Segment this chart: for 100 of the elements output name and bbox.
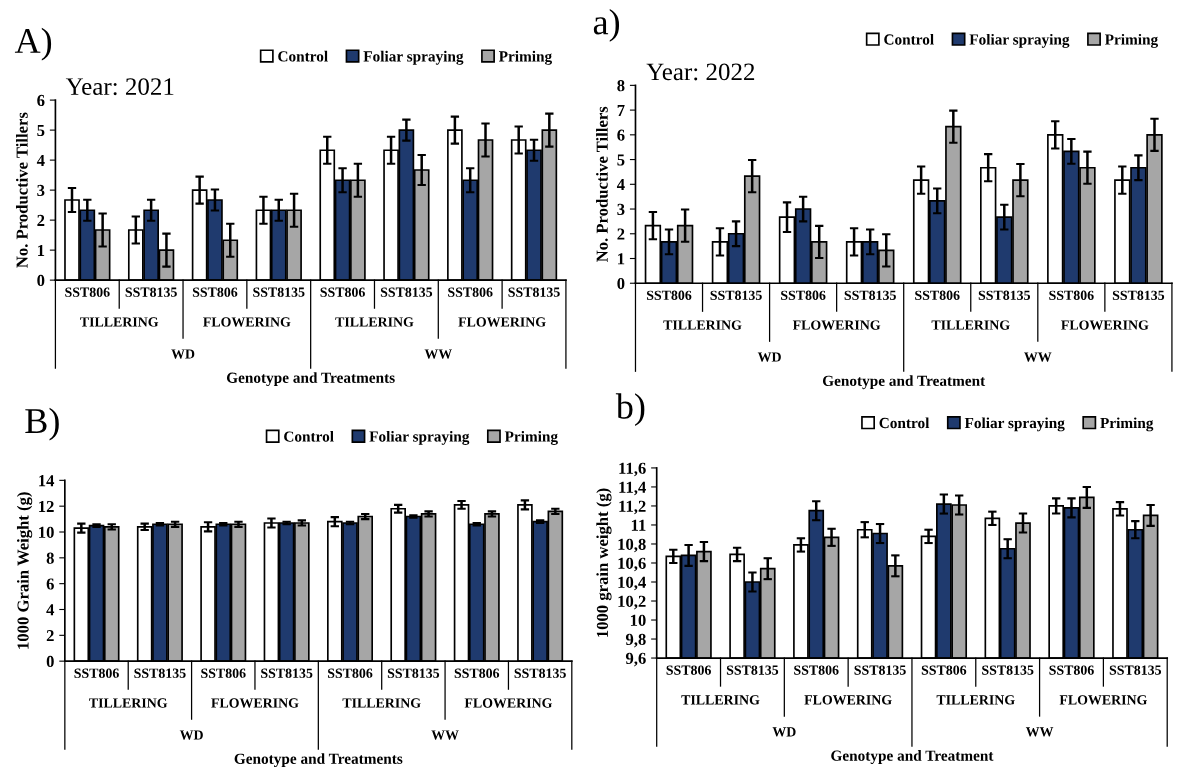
y-tick-label: 11,6 xyxy=(619,462,646,477)
y-tick-label: 7 xyxy=(617,104,625,116)
x-tick-label: SST8135 xyxy=(978,290,1031,300)
legend-label: Foliar spraying xyxy=(363,50,464,65)
x-tick-label: SST806 xyxy=(921,665,967,675)
x-tick-label: SST8135 xyxy=(134,668,186,678)
x-tick-label: SST8135 xyxy=(508,287,560,297)
y-tick-label: 8 xyxy=(46,552,54,564)
y-tick-label: 10,6 xyxy=(618,557,646,572)
x-tick-label: SST806 xyxy=(65,287,110,297)
legend-label: Priming xyxy=(504,430,558,445)
chart-title: b) xyxy=(615,393,645,427)
y-tick-label: 1 xyxy=(38,244,45,256)
x-tick-label: SST8135 xyxy=(844,290,896,300)
y-tick-label: 11,2 xyxy=(619,500,646,515)
x-axis-title: Genotype and Treatments xyxy=(234,753,403,768)
text: WD xyxy=(757,352,781,362)
text: FLOWERING xyxy=(804,695,892,705)
text: WD xyxy=(772,727,796,737)
x-axis-title: Genotype and Treatment xyxy=(822,375,986,390)
chart-subtitle: Year: 2022 xyxy=(646,63,755,81)
x-tick-label: SST8135 xyxy=(854,665,906,675)
y-tick-label: 4 xyxy=(36,154,45,166)
text: TILLERING xyxy=(931,320,1010,330)
text: WW xyxy=(1025,727,1054,737)
chart-title: a) xyxy=(593,9,620,42)
x-tick-label: SST8135 xyxy=(982,665,1034,675)
y-tick-label: 6 xyxy=(37,94,45,107)
x-tick-label: SST806 xyxy=(320,287,365,297)
x-axis-title: Genotype and Treatment xyxy=(831,750,994,764)
y-axis-title: No. Productive Tillers xyxy=(596,106,608,262)
text: FLOWERING xyxy=(464,698,553,708)
x-tick-label: SST806 xyxy=(201,668,246,678)
text: WW xyxy=(424,349,452,359)
x-tick-label: SST806 xyxy=(666,665,711,675)
y-tick-label: 9,6 xyxy=(625,652,646,667)
text: WD xyxy=(179,730,203,740)
y-tick-label: 3 xyxy=(37,184,45,197)
x-tick-label: SST8135 xyxy=(380,287,433,297)
y-tick-label: 9,8 xyxy=(625,633,646,648)
x-tick-label: SST8135 xyxy=(710,290,762,300)
chart-subtitle: Year: 2021 xyxy=(65,78,174,96)
y-tick-label: 0 xyxy=(617,277,625,290)
x-tick-label: SST806 xyxy=(1049,290,1094,300)
text: TILLERING xyxy=(342,698,421,708)
y-tick-label: 2 xyxy=(617,228,625,240)
y-tick-label: 10,8 xyxy=(618,538,646,553)
x-tick-label: SST8135 xyxy=(726,665,779,675)
x-tick-label: SST806 xyxy=(794,665,839,675)
text: FLOWERING xyxy=(1059,695,1147,705)
y-tick-label: 2 xyxy=(37,214,45,226)
y-tick-label: 0 xyxy=(37,274,45,287)
legend-label: Control xyxy=(879,417,930,429)
chart-title: B) xyxy=(25,407,59,441)
text: FLOWERING xyxy=(792,320,881,330)
y-tick-label: 10,4 xyxy=(618,576,646,591)
y-tick-label: 11,4 xyxy=(619,481,646,496)
legend-label: Control xyxy=(884,33,934,45)
legend-label: Priming xyxy=(1104,33,1159,48)
text: WW xyxy=(431,730,459,740)
x-tick-label: SST806 xyxy=(74,668,119,678)
x-tick-label: SST806 xyxy=(448,287,493,297)
text: TILLERING xyxy=(936,695,1015,705)
legend-label: Control xyxy=(284,430,334,442)
text: FLOWERING xyxy=(203,317,291,327)
x-tick-label: SST806 xyxy=(646,290,692,300)
legend-label: Priming xyxy=(498,50,553,65)
chart-title: A) xyxy=(14,27,52,61)
x-tick-label: SST8135 xyxy=(514,668,566,678)
x-tick-label: SST806 xyxy=(327,668,373,678)
y-axis-title: 1000 Grain Weight (g) xyxy=(16,492,33,649)
x-tick-label: SST806 xyxy=(781,290,826,300)
y-tick-label: 10 xyxy=(39,526,54,538)
y-tick-label: 1 xyxy=(618,253,625,265)
text: TILLERING xyxy=(80,317,159,327)
legend-label: Foliar spraying xyxy=(369,430,470,445)
x-tick-label: SST8135 xyxy=(1112,290,1165,300)
text: FLOWERING xyxy=(211,698,299,708)
legend-label: Foliar spraying xyxy=(964,417,1065,432)
text: WW xyxy=(1024,352,1052,362)
text: TILLERING xyxy=(335,317,414,327)
text: TILLERING xyxy=(89,698,168,708)
x-tick-label: SST806 xyxy=(915,290,960,300)
y-tick-label: 4 xyxy=(46,604,55,616)
y-tick-label: 11 xyxy=(631,519,646,531)
y-tick-label: 5 xyxy=(617,154,625,166)
y-tick-label: 6 xyxy=(46,578,54,590)
y-tick-label: 10 xyxy=(630,614,646,626)
y-axis-title: 1000 grain weight (g) xyxy=(596,488,612,637)
y-tick-label: 4 xyxy=(616,179,625,191)
x-tick-label: SST8135 xyxy=(125,287,177,297)
text: FLOWERING xyxy=(1061,320,1149,330)
text: WD xyxy=(171,349,195,359)
y-tick-label: 0 xyxy=(46,655,54,668)
y-tick-label: 8 xyxy=(617,80,625,92)
x-axis-title: Genotype and Treatments xyxy=(226,372,395,387)
x-tick-label: SST806 xyxy=(192,287,238,297)
legend-label: Priming xyxy=(1100,417,1154,432)
y-axis-title: No. Productive Tillers xyxy=(15,112,28,268)
x-tick-label: SST8135 xyxy=(253,287,305,297)
